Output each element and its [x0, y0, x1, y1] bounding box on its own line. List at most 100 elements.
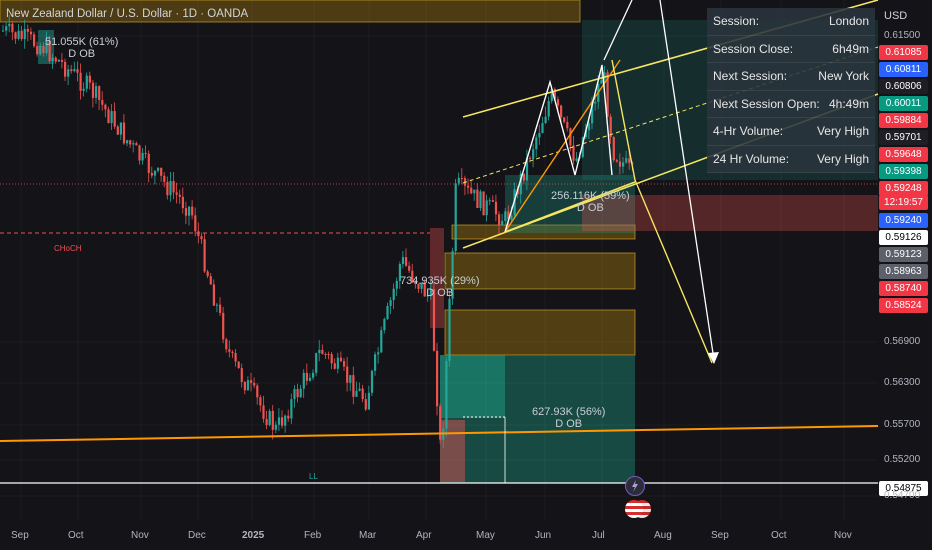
session-row: 4-Hr Volume: Very High [707, 118, 875, 146]
currency-label[interactable]: USD [884, 10, 908, 22]
x-tick-label: Jul [592, 530, 605, 541]
price-badge: 0.59701 [879, 130, 928, 145]
us-flag-icon-2[interactable] [633, 500, 651, 518]
candle-body [389, 300, 392, 306]
x-tick-label: Feb [304, 530, 322, 541]
candle-body [231, 351, 234, 354]
x-tick-label: May [476, 530, 495, 541]
candle-body [42, 45, 45, 54]
candle-body [67, 69, 70, 77]
candle-body [401, 257, 405, 265]
candle-body [20, 30, 23, 40]
zigzag-white [504, 64, 613, 233]
candle-body [48, 40, 51, 62]
price-badge: 0.59884 [879, 113, 928, 128]
session-row-label: 24 Hr Volume: [713, 151, 790, 166]
candle-body [476, 189, 479, 209]
price-badge: 0.59248 [879, 181, 928, 196]
candle-body [265, 418, 268, 426]
session-row-value: New York [818, 69, 869, 83]
candle-body [529, 157, 532, 160]
session-row-value: Very High [816, 151, 869, 166]
session-row: Session: London [707, 8, 875, 36]
candle-body [383, 318, 386, 331]
x-tick-label: Nov [131, 530, 149, 541]
candle-body [203, 239, 206, 272]
candle-body [318, 349, 321, 354]
x-tick-label: Aug [654, 530, 672, 541]
candle-body [339, 357, 343, 362]
session-row: Next Session: New York [707, 63, 875, 91]
candle-body [417, 284, 420, 289]
candle-body [358, 388, 361, 391]
candle-body [33, 34, 36, 47]
projection-red [582, 195, 878, 231]
candle-body [259, 397, 262, 406]
ob-label-mid: 734.935K (29%) D OB [400, 275, 480, 299]
y-tick-label: 0.55200 [884, 454, 921, 465]
candle-body [234, 353, 237, 362]
candle-body [14, 32, 17, 39]
candle-body [29, 31, 33, 35]
candle-body [172, 181, 175, 193]
candle-body [212, 284, 215, 306]
candle-body [606, 72, 609, 117]
candle-body [370, 370, 374, 393]
candle-body [91, 82, 95, 98]
drawings-layer [0, 0, 879, 484]
candle-body [355, 390, 358, 397]
candle-body [54, 57, 57, 62]
candle-body [113, 111, 116, 127]
price-badge: 0.58524 [879, 298, 928, 313]
candle-body [175, 192, 178, 195]
candle-body [454, 183, 457, 252]
candle-body [225, 339, 228, 350]
candle-body [256, 385, 259, 398]
candle-body [222, 312, 225, 340]
candle-body [498, 214, 501, 225]
session-row: 24 Hr Volume: Very High [707, 146, 875, 173]
candle-body [76, 69, 79, 73]
candle-body [8, 23, 11, 27]
candle-body [51, 57, 54, 62]
ob-zone-top [0, 0, 581, 23]
candle-body [622, 162, 625, 167]
candle-body [178, 194, 181, 197]
candle-body [315, 353, 318, 373]
candle-body [460, 177, 463, 179]
x-tick-label: Oct [68, 530, 84, 541]
candle-body [95, 86, 98, 98]
candle-body [361, 388, 364, 400]
candle-body [414, 281, 417, 285]
candle-body [88, 75, 91, 83]
session-row: Next Session Open: 4h:49m [707, 91, 875, 118]
x-tick-label: Mar [359, 530, 377, 541]
candle-body [563, 117, 566, 122]
price-badge: 0.59123 [879, 247, 928, 262]
candle-body [566, 121, 569, 129]
candle-body [411, 270, 414, 282]
y-tick-label: 0.54700 [884, 490, 921, 501]
price-badge: 0.58963 [879, 264, 928, 279]
candle-body [553, 89, 556, 100]
candle-body [122, 122, 126, 144]
candle-body [432, 289, 436, 351]
candle-body [485, 200, 488, 216]
session-row-value: Very High [816, 124, 869, 138]
candle-body [147, 153, 150, 173]
candle-body [550, 89, 553, 101]
candle-body [392, 288, 395, 301]
candle-body [386, 305, 389, 319]
candle-body [60, 59, 64, 62]
candle-body [206, 271, 209, 277]
price-badge: 0.60806 [879, 79, 928, 94]
candle-body [525, 157, 529, 181]
candle-body [268, 410, 271, 426]
candle-body [219, 304, 222, 313]
candle-body [398, 264, 401, 281]
session-row: Session Close: 6h49m [707, 36, 875, 63]
candle-body [333, 363, 336, 369]
x-tick-label: Jun [535, 530, 552, 541]
candle-body [188, 206, 191, 216]
lightning-icon[interactable] [625, 476, 645, 496]
